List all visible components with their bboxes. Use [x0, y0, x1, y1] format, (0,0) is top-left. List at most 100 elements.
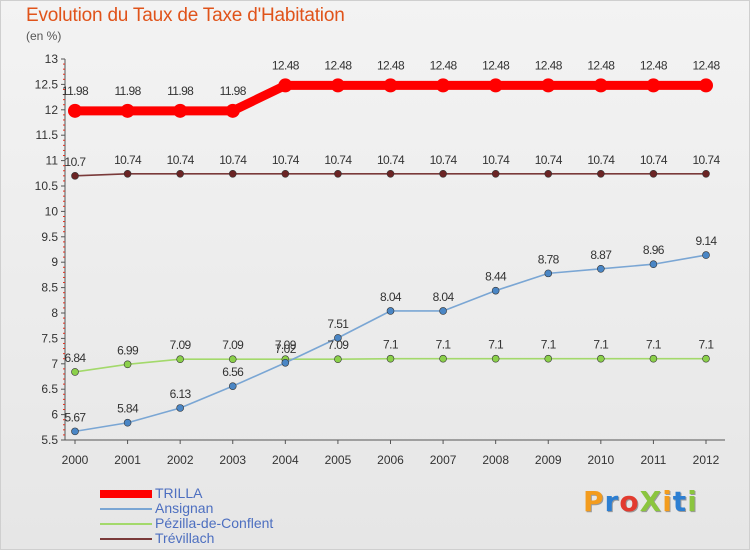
data-label: 12.48: [535, 58, 563, 72]
data-label: 12.48: [692, 58, 720, 72]
y-minor-tick: [63, 221, 65, 223]
data-label: 6.84: [65, 351, 87, 365]
data-label: 7.09: [327, 338, 349, 352]
y-minor-tick: [63, 429, 65, 431]
y-minor-tick: [63, 373, 65, 375]
series-point-1: [491, 286, 500, 295]
x-tick-label: 2002: [167, 453, 194, 467]
series-point-0: [278, 78, 293, 93]
logo-letter: i: [662, 485, 673, 518]
data-label: 11.98: [62, 84, 89, 98]
data-label: 7.09: [222, 338, 244, 352]
y-minor-tick: [63, 129, 65, 131]
legend-label-trevillach: Trévillach: [155, 530, 215, 546]
y-minor-tick: [63, 353, 65, 355]
data-label: 6.99: [117, 343, 139, 357]
series-point-1: [544, 269, 553, 278]
legend-label-trilla: TRILLA: [155, 485, 203, 501]
legend-item-ansignan: Ansignan: [100, 501, 360, 516]
series-point-1: [439, 307, 447, 315]
series-point-1: [176, 404, 184, 412]
y-minor-tick: [63, 368, 65, 370]
data-label: 8.87: [590, 248, 612, 262]
data-label: 12.48: [482, 58, 510, 72]
y-minor-tick: [63, 190, 65, 192]
data-label: 8.04: [433, 290, 455, 304]
y-tick-label: 12.5: [35, 77, 59, 91]
legend-item-trevillach: Trévillach: [100, 531, 360, 546]
series-point-0: [436, 78, 451, 93]
series-point-3: [491, 170, 500, 178]
data-label: 12.48: [377, 58, 405, 72]
y-minor-tick: [63, 73, 65, 75]
y-tick-label: 13: [45, 52, 59, 66]
logo-letter: r: [604, 485, 620, 518]
data-label: 9.14: [696, 234, 718, 248]
y-minor-tick: [63, 327, 65, 329]
x-tick-label: 2011: [641, 453, 667, 467]
y-minor-tick: [63, 144, 65, 146]
y-minor-tick: [63, 180, 65, 182]
data-label: 11.98: [115, 84, 142, 98]
y-minor-tick: [63, 307, 65, 309]
series-point-3: [71, 172, 79, 180]
data-label: 12.48: [640, 58, 668, 72]
y-minor-tick: [63, 276, 65, 278]
logo-letter: o: [619, 485, 640, 518]
data-label: 7.02: [275, 342, 297, 356]
y-minor-tick: [63, 322, 65, 324]
y-minor-tick: [63, 205, 65, 207]
series-point-0: [68, 103, 82, 118]
x-tick-label: 2006: [377, 453, 404, 467]
data-label: 11.98: [220, 84, 247, 98]
data-label: 7.09: [275, 338, 297, 352]
legend: TRILLA Ansignan Pézilla-de-Conflent Trév…: [100, 486, 360, 546]
data-label: 10.74: [535, 153, 563, 167]
y-tick-label: 6: [51, 408, 58, 422]
data-label: 10.74: [114, 153, 142, 167]
y-minor-tick: [63, 297, 65, 299]
logo-letter: P: [583, 485, 605, 518]
series-point-0: [699, 78, 713, 93]
y-tick-label: 6.5: [41, 382, 58, 396]
series-point-3: [334, 170, 342, 178]
y-minor-tick: [63, 149, 65, 151]
series-point-2: [491, 354, 500, 363]
data-label: 7.1: [488, 338, 504, 352]
y-minor-tick: [63, 241, 65, 243]
data-label: 12.48: [430, 58, 458, 72]
y-minor-tick: [63, 266, 65, 268]
y-minor-tick: [63, 393, 65, 395]
y-minor-tick: [63, 424, 65, 426]
y-minor-tick: [63, 378, 65, 380]
data-label: 7.1: [436, 338, 452, 352]
y-minor-tick: [63, 175, 65, 177]
data-label: 10.7: [65, 155, 87, 169]
data-label: 10.74: [640, 153, 668, 167]
x-tick-label: 2012: [693, 453, 720, 467]
legend-item-trilla: TRILLA: [100, 486, 360, 501]
y-tick-label: 11: [46, 154, 59, 168]
data-label: 7.1: [593, 338, 609, 352]
data-label: 6.13: [170, 387, 192, 401]
y-minor-tick: [63, 200, 65, 202]
logo-letter: X: [639, 485, 663, 518]
legend-label-ansignan: Ansignan: [155, 500, 214, 516]
y-tick-label: 10.5: [35, 179, 59, 193]
data-label: 10.74: [219, 153, 247, 167]
y-minor-tick: [63, 63, 65, 65]
series-point-1: [281, 358, 290, 367]
data-label: 10.74: [167, 153, 195, 167]
series-point-1: [702, 251, 710, 259]
series-point-1: [386, 307, 395, 315]
series-point-2: [597, 354, 605, 363]
x-tick-label: 2001: [114, 453, 141, 467]
data-label: 7.1: [699, 338, 715, 352]
data-label: 5.67: [65, 410, 87, 424]
series-point-0: [383, 78, 398, 93]
y-minor-tick: [63, 302, 65, 304]
series-point-2: [176, 355, 184, 364]
y-minor-tick: [63, 78, 65, 80]
x-tick-label: 2005: [325, 453, 352, 467]
y-minor-tick: [63, 251, 65, 253]
